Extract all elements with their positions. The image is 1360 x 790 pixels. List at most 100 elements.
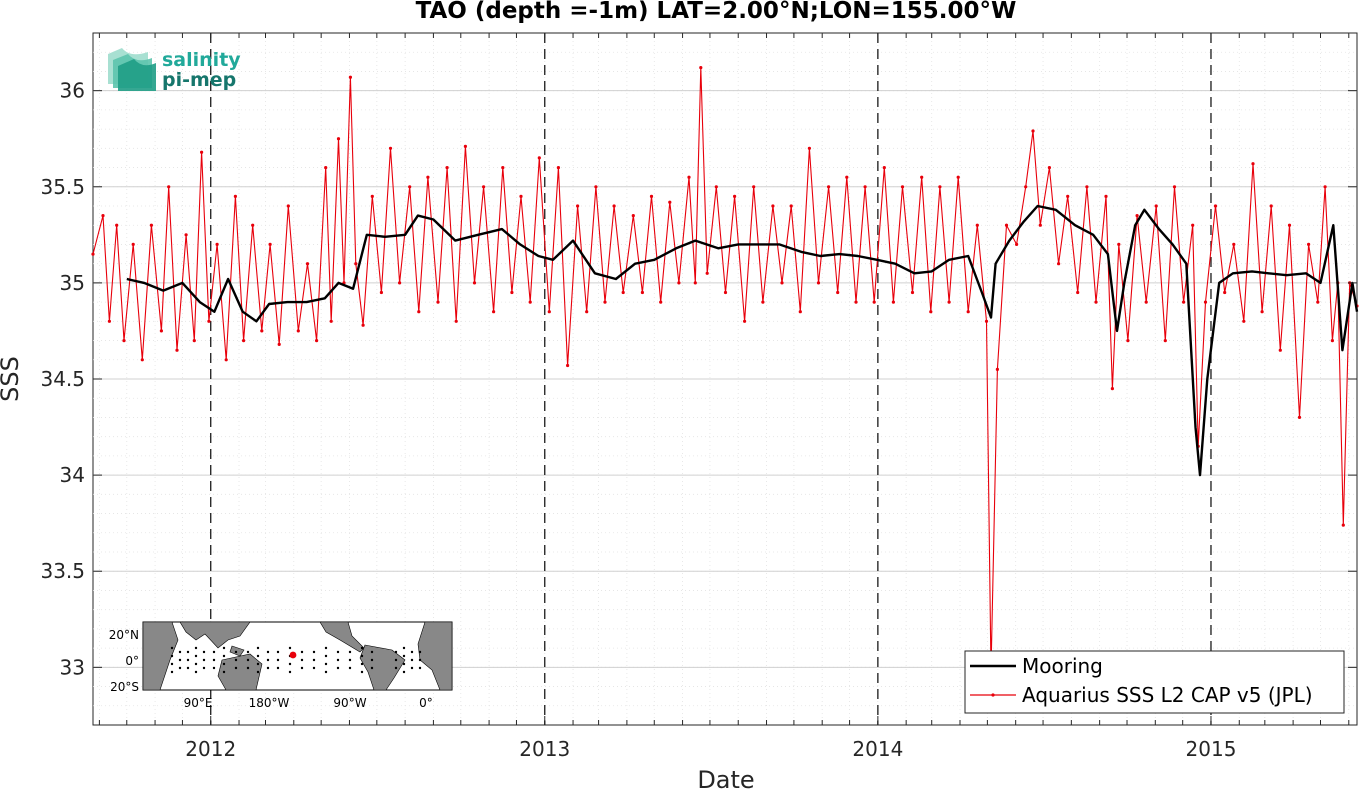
aquarius-data-point xyxy=(184,233,188,237)
chart-legend: Mooring Aquarius SSS L2 CAP v5 (JPL) xyxy=(964,650,1345,714)
aquarius-data-point xyxy=(251,223,255,227)
aquarius-data-point xyxy=(1297,415,1302,419)
mooring-dot xyxy=(178,666,182,670)
mooring-dot xyxy=(276,650,280,654)
mooring-dot xyxy=(212,666,216,670)
aquarius-data-point xyxy=(659,300,663,304)
x-axis-label: Date xyxy=(697,766,754,790)
central-america-landmass xyxy=(319,621,365,653)
y-tick-label: 35 xyxy=(60,271,85,295)
mooring-dot xyxy=(336,658,340,662)
aquarius-data-point xyxy=(122,339,126,343)
aquarius-data-point xyxy=(556,166,561,170)
mooring-dot xyxy=(170,654,174,658)
aquarius-data-point xyxy=(207,319,211,323)
mooring-dot xyxy=(418,666,422,670)
aquarius-data-point xyxy=(995,367,1000,371)
aquarius-data-point xyxy=(1154,204,1158,208)
aquarius-data-point xyxy=(771,204,775,208)
aquarius-data-point xyxy=(1323,185,1327,189)
aquarius-data-point xyxy=(268,242,272,246)
logo-wave-icon xyxy=(108,48,156,91)
aquarius-data-point xyxy=(920,175,924,179)
map-lat-label: 20°S xyxy=(110,680,139,694)
y-tick-label: 35.5 xyxy=(40,175,85,199)
mooring-dot xyxy=(370,666,374,670)
year-marker-lines xyxy=(210,33,1212,725)
aquarius-data-point xyxy=(1251,162,1255,166)
aquarius-data-point xyxy=(501,166,505,170)
aquarius-data-point xyxy=(687,175,691,179)
mooring-dot xyxy=(266,658,270,662)
aquarius-data-point xyxy=(603,300,607,304)
aquarius-data-point xyxy=(1232,242,1236,246)
mooring-dot xyxy=(370,658,374,662)
aquarius-data-point xyxy=(1172,185,1177,189)
aquarius-data-point xyxy=(296,329,300,333)
mooring-dot xyxy=(288,646,292,650)
aquarius-data-point xyxy=(1066,194,1070,198)
map-lon-label: 180°W xyxy=(249,696,290,710)
aquarius-data-point xyxy=(1330,339,1334,343)
aquarius-data-point xyxy=(668,200,672,204)
aquarius-data-point xyxy=(594,185,598,189)
aquarius-data-point xyxy=(398,281,402,285)
aquarius-data-point xyxy=(324,166,328,170)
aquarius-data-point xyxy=(975,223,979,227)
aquarius-data-point xyxy=(566,363,570,368)
aquarius-data-point xyxy=(115,223,119,227)
y-tick-label: 33 xyxy=(60,655,85,679)
mooring-dot xyxy=(288,662,292,666)
mooring-dot xyxy=(186,666,190,670)
y-tick-label: 36 xyxy=(60,79,85,103)
aquarius-data-point xyxy=(816,281,821,285)
mooring-dot xyxy=(370,650,374,654)
map-lon-label: 90°E xyxy=(184,696,213,710)
mooring-dot xyxy=(288,670,292,674)
mooring-dot xyxy=(202,658,206,662)
aquarius-data-point xyxy=(910,290,915,295)
aquarius-data-point xyxy=(1094,300,1098,304)
aquarius-data-point xyxy=(854,300,858,304)
aquarius-data-point xyxy=(836,290,840,295)
aquarius-data-point xyxy=(1223,290,1227,295)
aquarius-data-point xyxy=(723,290,728,295)
mooring-dot xyxy=(222,646,226,650)
mooring-dot xyxy=(360,670,364,674)
aquarius-data-point xyxy=(1144,300,1148,304)
aquarius-data-point xyxy=(872,300,876,304)
mooring-dot xyxy=(418,658,422,662)
x-tick-label: 2014 xyxy=(852,737,903,761)
mooring-dot xyxy=(402,662,406,666)
axis-ticks: 33 33.5 34 34.5 35 35.5 36 2012 2013 2014 2015 xyxy=(40,33,1357,761)
aquarius-data-point xyxy=(492,310,496,314)
mooring-dot xyxy=(300,650,304,654)
mooring-dot xyxy=(186,650,190,654)
aquarius-data-point xyxy=(929,310,933,314)
legend-label-mooring: Mooring xyxy=(1022,654,1103,678)
aquarius-data-point xyxy=(1047,166,1051,170)
aquarius-data-point xyxy=(286,204,290,208)
aquarius-data-point xyxy=(984,319,989,323)
aquarius-data-point xyxy=(101,214,105,218)
aquarius-data-point xyxy=(621,290,625,295)
aquarius-data-point xyxy=(807,146,812,150)
mooring-dot xyxy=(202,650,206,654)
aquarius-data-point xyxy=(1135,214,1139,218)
aquarius-data-point xyxy=(733,194,737,198)
aquarius-data-point xyxy=(242,339,246,343)
x-tick-label: 2015 xyxy=(1186,737,1237,761)
aquarius-data-point xyxy=(863,185,867,189)
mooring-dot xyxy=(246,658,250,662)
y-tick-label: 33.5 xyxy=(40,559,85,583)
mooring-dot xyxy=(202,666,206,670)
aquarius-data-point xyxy=(612,204,616,208)
mooring-dot xyxy=(402,646,406,650)
aquarius-data-point xyxy=(305,262,310,266)
mooring-array-dots xyxy=(170,646,422,674)
inset-location-map: 20°N 0° 20°S 90°E 180°W 90°W 0° xyxy=(109,621,453,710)
aquarius-data-point xyxy=(215,242,219,246)
aquarius-data-point xyxy=(677,281,681,285)
aquarius-data-point xyxy=(260,329,264,333)
